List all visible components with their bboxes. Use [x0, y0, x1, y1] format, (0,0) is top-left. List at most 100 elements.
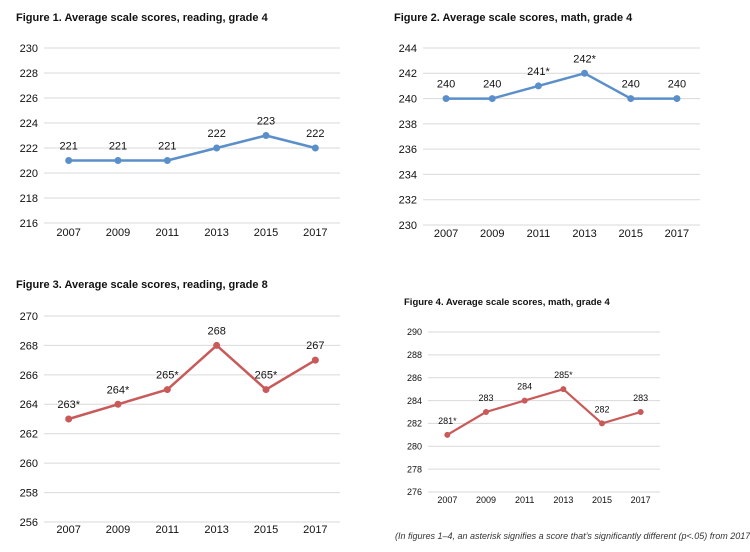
data-label: 281* — [438, 416, 457, 426]
y-tick-label: 266 — [20, 370, 38, 382]
y-tick-label: 216 — [20, 218, 38, 230]
data-label: 283 — [633, 393, 648, 403]
series-line — [68, 134, 316, 162]
x-tick-label: 2013 — [204, 524, 228, 536]
y-tick-label: 234 — [399, 169, 417, 181]
data-label: 283 — [478, 393, 493, 403]
data-point — [311, 356, 319, 364]
x-tick-label: 2013 — [204, 227, 228, 239]
data-point — [65, 415, 73, 423]
y-tick-label: 258 — [20, 488, 38, 500]
x-tick-label: 2011 — [156, 524, 180, 536]
x-tick-label: 2017 — [303, 227, 327, 239]
data-label: 240 — [483, 79, 501, 91]
data-label: 263* — [57, 399, 80, 411]
data-point — [560, 386, 567, 393]
figure-3-title: Figure 3. Average scale scores, reading,… — [16, 279, 268, 291]
x-tick-label: 2011 — [156, 227, 180, 239]
y-tick-label: 278 — [407, 464, 422, 474]
y-tick-label: 222 — [20, 143, 38, 155]
x-tick-label: 2013 — [553, 495, 573, 505]
data-label: 265* — [156, 370, 179, 382]
data-point — [163, 386, 171, 394]
data-label: 221 — [158, 141, 176, 153]
x-tick-label: 2015 — [254, 227, 278, 239]
x-tick-label: 2011 — [515, 495, 534, 505]
data-label: 267 — [306, 340, 324, 352]
data-point — [521, 397, 528, 404]
x-tick-label: 2007 — [437, 495, 457, 505]
data-point — [114, 400, 122, 408]
data-point — [637, 409, 644, 415]
y-tick-label: 228 — [20, 68, 38, 80]
x-tick-label: 2007 — [56, 227, 80, 239]
data-label: 265* — [255, 370, 278, 382]
data-label: 222 — [207, 128, 225, 140]
x-tick-label: 2015 — [592, 495, 612, 505]
data-point — [65, 157, 73, 164]
data-point — [488, 95, 496, 103]
x-tick-label: 2007 — [434, 228, 458, 240]
y-tick-label: 224 — [20, 118, 38, 130]
x-tick-label: 2015 — [254, 524, 278, 536]
data-point — [213, 341, 221, 349]
y-tick-label: 286 — [407, 373, 422, 383]
y-tick-label: 290 — [407, 327, 422, 337]
x-tick-label: 2009 — [480, 228, 504, 240]
data-point — [673, 95, 681, 103]
data-point — [534, 82, 542, 90]
x-tick-label: 2013 — [572, 228, 596, 240]
y-tick-label: 240 — [399, 94, 417, 106]
y-tick-label: 232 — [399, 195, 417, 207]
data-point — [213, 144, 221, 152]
x-tick-label: 2009 — [106, 524, 130, 536]
series-line — [68, 344, 316, 421]
y-tick-label: 268 — [20, 340, 38, 352]
y-tick-label: 284 — [407, 396, 422, 406]
y-tick-label: 230 — [20, 43, 38, 55]
data-label: 221 — [109, 141, 127, 153]
series-line — [446, 72, 677, 100]
y-tick-label: 242 — [399, 68, 417, 80]
x-tick-label: 2011 — [527, 228, 551, 240]
y-tick-label: 256 — [20, 517, 38, 529]
data-point — [311, 144, 319, 152]
data-label: 223 — [257, 116, 275, 128]
data-label: 221 — [59, 141, 77, 153]
data-point — [262, 386, 270, 394]
y-tick-label: 226 — [20, 93, 38, 105]
data-label: 264* — [107, 384, 130, 396]
y-tick-label: 244 — [399, 43, 417, 55]
data-point — [444, 431, 451, 438]
y-tick-label: 230 — [399, 220, 417, 232]
data-point — [581, 69, 589, 77]
x-tick-label: 2017 — [631, 495, 651, 505]
y-tick-label: 220 — [20, 168, 38, 180]
x-tick-label: 2007 — [56, 524, 80, 536]
y-tick-label: 236 — [399, 144, 417, 156]
series-line — [446, 388, 641, 436]
data-label: 240 — [668, 79, 686, 91]
y-tick-label: 280 — [407, 442, 422, 452]
figure-4-title: Figure 4. Average scale scores, math, gr… — [404, 297, 610, 308]
y-tick-label: 270 — [20, 311, 38, 323]
figure-1-title: Figure 1. Average scale scores, reading,… — [16, 12, 268, 24]
data-point — [599, 420, 605, 427]
x-tick-label: 2017 — [665, 228, 689, 240]
x-tick-label: 2009 — [106, 227, 130, 239]
y-tick-label: 288 — [407, 350, 422, 360]
x-tick-label: 2009 — [476, 495, 496, 505]
y-tick-label: 262 — [20, 429, 38, 441]
data-label: 284 — [517, 382, 532, 392]
data-label: 282 — [594, 404, 609, 414]
data-point — [483, 409, 489, 415]
x-tick-label: 2015 — [619, 228, 643, 240]
data-label: 268 — [207, 325, 225, 337]
y-tick-label: 218 — [20, 193, 38, 205]
y-tick-label: 264 — [20, 399, 38, 411]
y-tick-label: 260 — [20, 458, 38, 470]
data-point — [163, 157, 171, 164]
